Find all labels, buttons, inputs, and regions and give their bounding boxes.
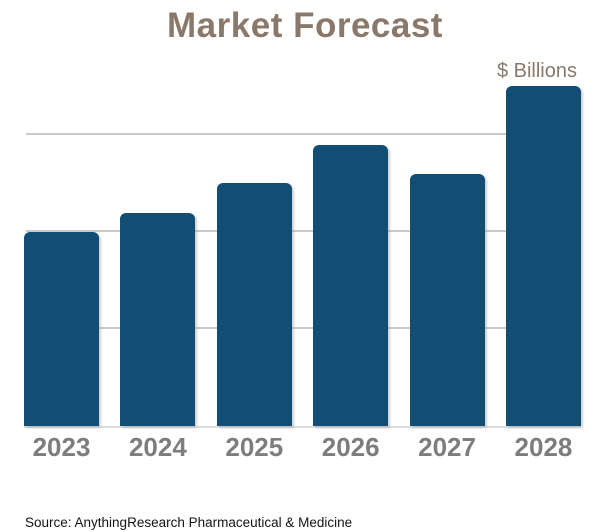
gridline (26, 230, 580, 232)
x-axis-labels: 2023 2024 2025 2026 2027 2028 (24, 432, 581, 463)
x-axis-label-2023: 2023 (32, 432, 91, 462)
x-axis-label-2025: 2025 (225, 432, 284, 462)
gridline (26, 327, 580, 329)
x-axis-label-2028: 2028 (514, 432, 573, 462)
x-axis-label-2026: 2026 (321, 432, 380, 462)
y-axis-unit-label: $ Billions (496, 60, 577, 82)
bar-2027 (409, 174, 485, 426)
gridline (26, 133, 580, 135)
source-line-1: Source: AnythingResearch Pharmaceutical … (25, 515, 353, 530)
chart-title: Market Forecast (167, 6, 443, 45)
x-axis-label-2027: 2027 (418, 432, 476, 462)
bar-chart (24, 38, 581, 428)
x-axis-label-2024: 2024 (128, 432, 187, 462)
source-attribution: Source: AnythingResearch Pharmaceutical … (25, 474, 352, 532)
bar-2028 (505, 86, 581, 426)
bar-2026 (313, 145, 389, 426)
bar-2025 (216, 183, 292, 426)
bar-2023 (24, 232, 99, 426)
bar-2024 (120, 213, 196, 426)
bars-group (24, 38, 581, 426)
